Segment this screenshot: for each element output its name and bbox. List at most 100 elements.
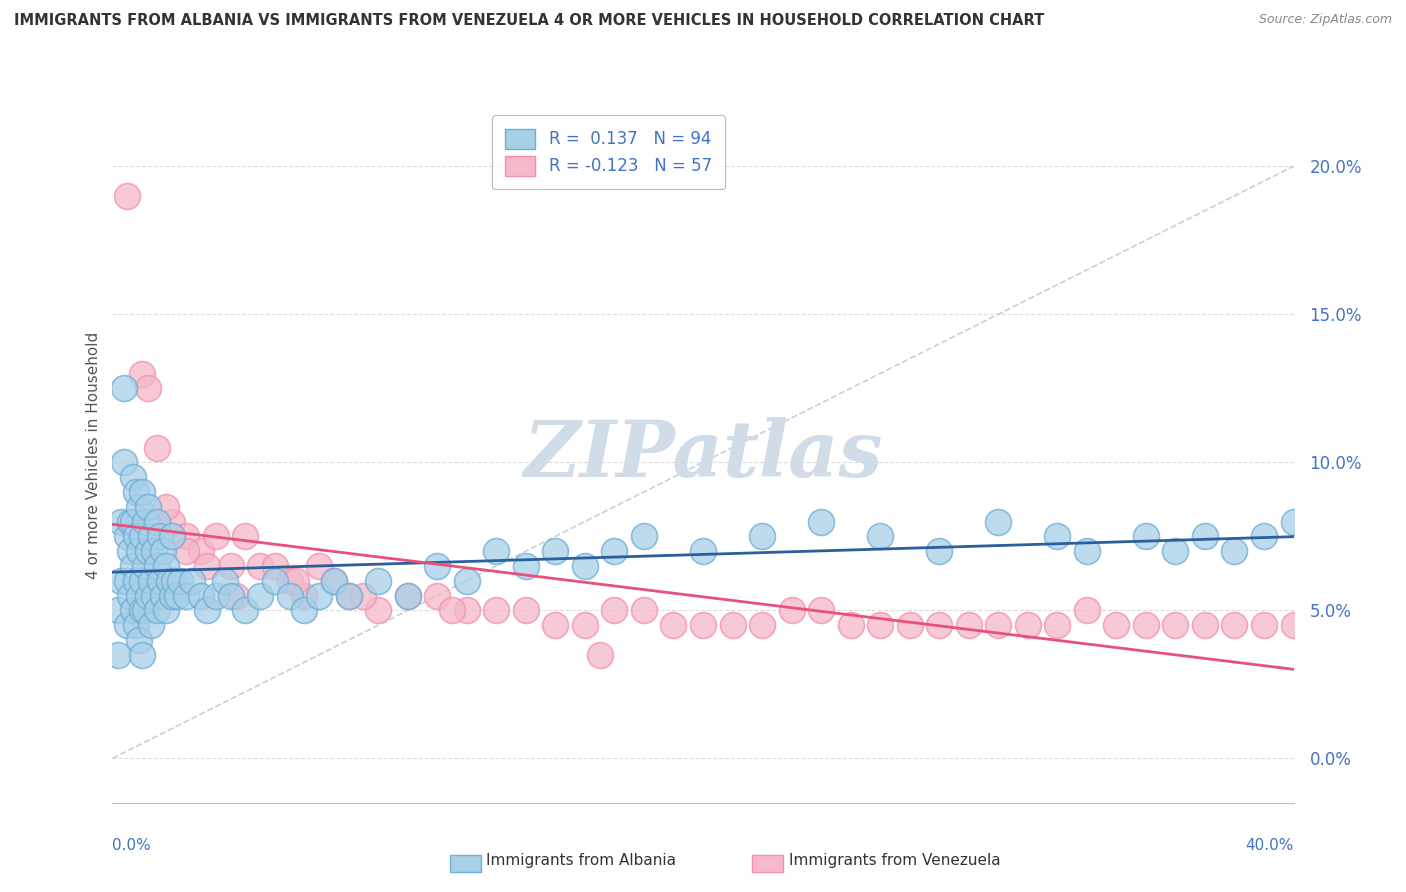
Point bbox=[751, 529, 773, 543]
Point bbox=[181, 574, 204, 588]
Point bbox=[122, 558, 145, 573]
Point bbox=[780, 603, 803, 617]
Point bbox=[128, 500, 150, 514]
Point bbox=[131, 367, 153, 381]
Point bbox=[117, 529, 138, 543]
Point bbox=[987, 515, 1010, 529]
Point bbox=[898, 618, 921, 632]
Point bbox=[225, 589, 247, 603]
Point bbox=[117, 618, 138, 632]
Point bbox=[337, 589, 360, 603]
Point bbox=[869, 618, 891, 632]
Point bbox=[515, 603, 537, 617]
Point bbox=[426, 589, 449, 603]
Point bbox=[214, 574, 236, 588]
Point bbox=[367, 603, 389, 617]
Point bbox=[1076, 544, 1098, 558]
Point bbox=[249, 589, 271, 603]
Point bbox=[131, 529, 153, 543]
Point bbox=[396, 589, 419, 603]
Point bbox=[146, 515, 169, 529]
Point bbox=[957, 618, 980, 632]
Point bbox=[323, 574, 346, 588]
Point bbox=[574, 618, 596, 632]
Point bbox=[163, 574, 186, 588]
Text: Immigrants from Albania: Immigrants from Albania bbox=[486, 854, 676, 868]
Point bbox=[219, 558, 242, 573]
Point bbox=[205, 529, 228, 543]
Point bbox=[337, 589, 360, 603]
Point bbox=[190, 589, 212, 603]
Point bbox=[134, 603, 156, 617]
Point bbox=[205, 589, 228, 603]
Point bbox=[157, 574, 180, 588]
Legend: R =  0.137   N = 94, R = -0.123   N = 57: R = 0.137 N = 94, R = -0.123 N = 57 bbox=[492, 115, 725, 189]
Point bbox=[292, 589, 315, 603]
Point bbox=[810, 515, 832, 529]
Point bbox=[751, 618, 773, 632]
Point bbox=[125, 618, 148, 632]
Text: Source: ZipAtlas.com: Source: ZipAtlas.com bbox=[1258, 13, 1392, 27]
Point bbox=[134, 515, 156, 529]
Text: ZIPatlas: ZIPatlas bbox=[523, 417, 883, 493]
Point bbox=[160, 529, 183, 543]
Point bbox=[1076, 603, 1098, 617]
Point bbox=[155, 500, 177, 514]
Point bbox=[136, 589, 159, 603]
Point bbox=[152, 589, 174, 603]
Point bbox=[125, 484, 148, 499]
Text: 40.0%: 40.0% bbox=[1246, 838, 1294, 853]
Point bbox=[1282, 618, 1305, 632]
Point bbox=[264, 558, 287, 573]
Point bbox=[110, 515, 132, 529]
Point bbox=[662, 618, 685, 632]
Point bbox=[125, 574, 148, 588]
Point bbox=[633, 603, 655, 617]
Point bbox=[117, 189, 138, 203]
Point bbox=[1282, 515, 1305, 529]
Point bbox=[128, 589, 150, 603]
Point bbox=[308, 589, 330, 603]
Point bbox=[131, 574, 153, 588]
Point bbox=[284, 574, 307, 588]
Point bbox=[134, 558, 156, 573]
Point bbox=[219, 589, 242, 603]
Point bbox=[120, 515, 142, 529]
Point bbox=[987, 618, 1010, 632]
Point bbox=[839, 618, 862, 632]
Point bbox=[112, 381, 135, 395]
Point bbox=[120, 589, 142, 603]
Point bbox=[107, 648, 129, 662]
Point bbox=[110, 574, 132, 588]
Point bbox=[1194, 618, 1216, 632]
Point bbox=[1046, 618, 1069, 632]
Point bbox=[1253, 529, 1275, 543]
Point bbox=[928, 544, 950, 558]
Point bbox=[169, 574, 191, 588]
Point bbox=[233, 603, 256, 617]
Point bbox=[485, 544, 508, 558]
Point bbox=[128, 632, 150, 647]
Point bbox=[128, 544, 150, 558]
Point bbox=[195, 558, 218, 573]
Point bbox=[122, 515, 145, 529]
Y-axis label: 4 or more Vehicles in Household: 4 or more Vehicles in Household bbox=[86, 331, 101, 579]
Point bbox=[1164, 544, 1187, 558]
Point bbox=[278, 589, 301, 603]
Point bbox=[1223, 544, 1246, 558]
Point bbox=[139, 529, 162, 543]
Point bbox=[721, 618, 744, 632]
Text: 0.0%: 0.0% bbox=[112, 838, 152, 853]
Point bbox=[136, 544, 159, 558]
Point bbox=[142, 544, 165, 558]
Point bbox=[1017, 618, 1039, 632]
Point bbox=[308, 558, 330, 573]
Point bbox=[603, 603, 626, 617]
Point bbox=[139, 574, 162, 588]
Point bbox=[136, 381, 159, 395]
Point bbox=[441, 603, 464, 617]
Point bbox=[1223, 618, 1246, 632]
Point bbox=[149, 574, 172, 588]
Point bbox=[1164, 618, 1187, 632]
Text: Immigrants from Venezuela: Immigrants from Venezuela bbox=[789, 854, 1001, 868]
